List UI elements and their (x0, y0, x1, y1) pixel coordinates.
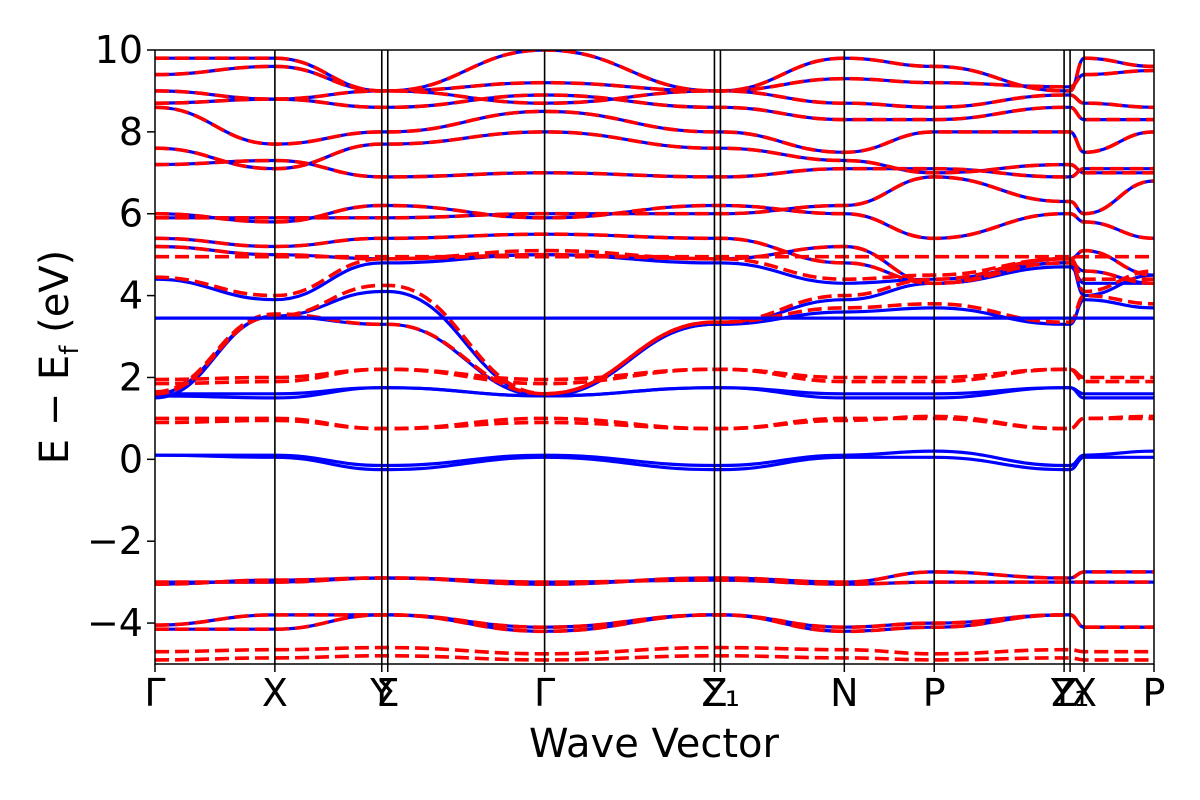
red-dashed-band-shared-11 (155, 93, 1154, 122)
x-tick-label: X (262, 671, 288, 715)
red-dashed-band-only-5 (155, 293, 1154, 396)
red-dashed-band-shared-9 (155, 130, 1154, 175)
red-dashed-band-only-8 (155, 654, 1154, 662)
x-tick-label: N (830, 671, 858, 715)
x-axis-title: Wave Vector (529, 721, 780, 767)
kpoint-lines (274, 50, 1085, 664)
x-tick-label: Γ (144, 671, 165, 715)
x-tick-label: P (1143, 671, 1166, 715)
red-dashed-band-only-3 (155, 367, 1154, 382)
x-tick-label: Σ (376, 671, 400, 715)
y-tick-label: 6 (119, 192, 143, 236)
bands-layer (155, 50, 1154, 662)
y-tick-label: 4 (119, 274, 143, 318)
y-tick-label: −4 (87, 601, 143, 645)
red-dashed-band-only-9 (155, 645, 1154, 656)
red-dashed-band-shared-5 (155, 232, 1154, 286)
plot-area (155, 50, 1154, 664)
x-tick-label: X (1071, 671, 1097, 715)
red-dashed-band-only-1 (155, 416, 1154, 431)
red-dashed-band-shared-1 (155, 613, 1154, 634)
red-dashed-band-shared-8 (155, 158, 1154, 179)
y-axis-title: E − Ef (eV) (32, 250, 85, 465)
plot-frame (154, 49, 1155, 665)
y-tick-label: 0 (119, 437, 143, 481)
x-tick-label: Y (369, 671, 394, 715)
blue-solid-band-only-0 (155, 449, 1154, 468)
x-tick-label: Y₁ (1050, 671, 1089, 715)
x-tick-label: Z (701, 671, 727, 715)
y-tick-label: 8 (119, 110, 143, 154)
y-tick-label: 10 (95, 28, 143, 72)
y-tick-label: 2 (119, 355, 143, 399)
x-tick-label: Γ (534, 671, 555, 715)
red-dashed-band-only-6 (155, 248, 1154, 298)
red-dashed-band-shared-14 (155, 50, 1154, 93)
x-tick-label: Z (1051, 671, 1077, 715)
y-tick-label: −2 (87, 519, 143, 563)
y-axis-ticks: −4 −2 0 2 4 6 8 10 (87, 28, 155, 645)
red-dashed-band-shared-3 (155, 576, 1154, 587)
red-dashed-band-shared-6 (155, 203, 1154, 241)
blue-solid-band-only-3 (155, 386, 1154, 398)
red-dashed-band-shared-10 (155, 105, 1154, 155)
x-tick-label: Σ₁ (701, 671, 740, 715)
x-tick-label: P (923, 671, 946, 715)
blue-solid-band-only-1 (155, 453, 1154, 472)
